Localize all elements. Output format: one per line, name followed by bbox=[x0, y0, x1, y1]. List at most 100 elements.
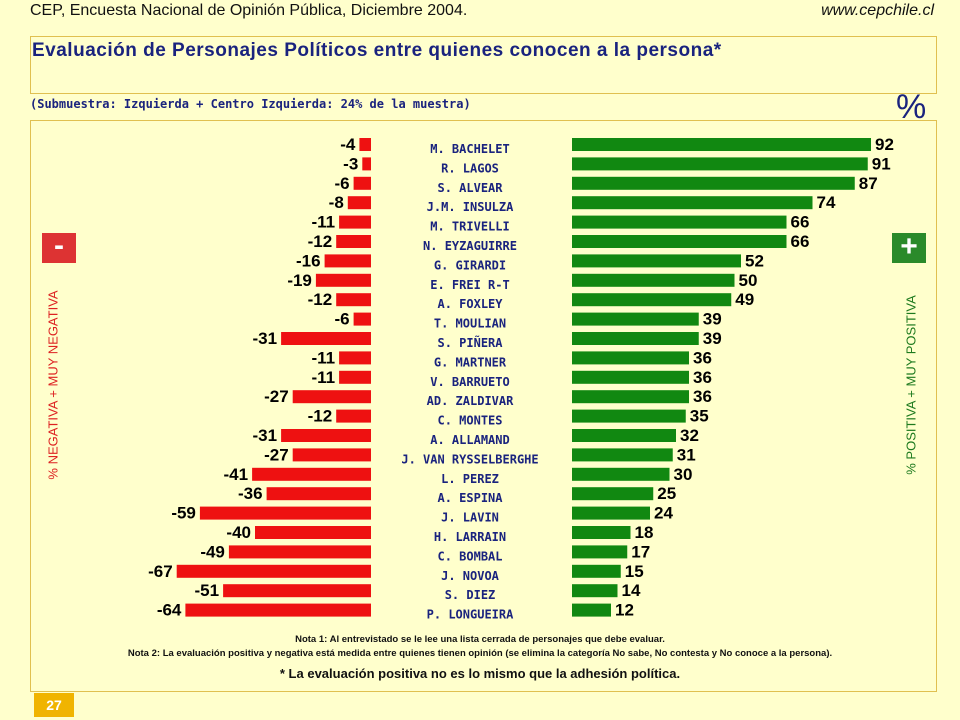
negative-value-label: -11 bbox=[311, 213, 335, 232]
header-source: CEP, Encuesta Nacional de Opinión Públic… bbox=[30, 2, 468, 19]
negative-bar bbox=[223, 584, 371, 598]
positive-bar bbox=[572, 526, 631, 539]
category-label: C. MONTES bbox=[437, 414, 502, 428]
positive-badge: + bbox=[892, 232, 926, 263]
positive-bar bbox=[572, 564, 621, 578]
title-box bbox=[30, 36, 937, 94]
category-label: C. BOMBAL bbox=[437, 549, 502, 563]
negative-value-label: -67 bbox=[148, 562, 173, 581]
positive-bar bbox=[572, 370, 689, 384]
category-label: J. LAVIN bbox=[441, 511, 499, 525]
category-label: G. MARTNER bbox=[434, 355, 507, 369]
positive-bar bbox=[572, 196, 813, 210]
positive-bar bbox=[572, 254, 741, 268]
positive-value-label: 25 bbox=[657, 484, 676, 503]
positive-value-label: 32 bbox=[680, 426, 699, 445]
negative-bar bbox=[185, 603, 371, 617]
positive-value-label: 52 bbox=[745, 251, 764, 270]
chart-panel bbox=[30, 120, 937, 692]
positive-bar bbox=[572, 487, 654, 501]
negative-bar bbox=[292, 448, 371, 462]
positive-value-label: 12 bbox=[615, 601, 634, 620]
negative-bar bbox=[336, 293, 371, 307]
category-label: A. ESPINA bbox=[437, 491, 503, 505]
category-label: M. TRIVELLI bbox=[430, 220, 509, 234]
category-label: S. PIÑERA bbox=[437, 335, 503, 350]
negative-value-label: -12 bbox=[308, 290, 333, 309]
negative-bar bbox=[324, 254, 371, 268]
footnote: * La evaluación positiva no es lo mismo … bbox=[279, 666, 681, 681]
category-label: M. BACHELET bbox=[430, 142, 509, 156]
category-label: T. MOULIAN bbox=[434, 317, 506, 331]
negative-value-label: -4 bbox=[340, 135, 356, 154]
negative-value-label: -6 bbox=[334, 174, 349, 193]
positive-bar bbox=[572, 584, 618, 598]
category-label: J. NOVOA bbox=[441, 569, 500, 583]
positive-bar bbox=[572, 506, 650, 520]
header-url[interactable]: www.cepchile.cl bbox=[821, 2, 934, 19]
category-label: P. LONGUEIRA bbox=[427, 608, 514, 622]
negative-value-label: -64 bbox=[157, 601, 182, 620]
negative-value-label: -6 bbox=[334, 310, 349, 329]
positive-value-label: 92 bbox=[875, 135, 894, 154]
category-label: V. BARRUETO bbox=[430, 375, 509, 389]
positive-bar bbox=[572, 603, 611, 617]
positive-bar bbox=[572, 409, 686, 423]
positive-bar bbox=[572, 235, 787, 248]
negative-value-label: -11 bbox=[311, 368, 335, 387]
category-label: S. ALVEAR bbox=[437, 181, 503, 195]
negative-bar bbox=[353, 176, 371, 190]
negative-value-label: -41 bbox=[224, 465, 249, 484]
positive-value-label: 39 bbox=[703, 310, 722, 329]
page-title: Evaluación de Personajes Políticos entre… bbox=[32, 40, 722, 61]
negative-bar bbox=[281, 332, 371, 345]
category-label: G. GIRARDI bbox=[434, 258, 506, 272]
negative-bar bbox=[176, 564, 371, 578]
negative-bar bbox=[199, 506, 371, 520]
category-label: AD. ZALDIVAR bbox=[427, 394, 514, 408]
note-1: Nota 1: Al entrevistado se le lee una li… bbox=[295, 634, 665, 645]
positive-value-label: 14 bbox=[622, 581, 641, 600]
negative-badge: - bbox=[42, 231, 76, 263]
positive-value-label: 39 bbox=[703, 329, 722, 348]
negative-bar bbox=[347, 196, 371, 210]
negative-bar bbox=[281, 429, 371, 442]
positive-value-label: 36 bbox=[693, 368, 712, 387]
negative-bar bbox=[339, 370, 371, 384]
negative-value-label: -49 bbox=[200, 542, 225, 561]
positive-value-label: 30 bbox=[674, 465, 693, 484]
category-label: A. ALLAMAND bbox=[430, 433, 509, 447]
category-label: S. DIEZ bbox=[445, 588, 496, 602]
positive-bar bbox=[572, 312, 699, 326]
positive-bar bbox=[572, 467, 670, 481]
positive-value-label: 36 bbox=[693, 348, 712, 367]
negative-bar bbox=[359, 138, 371, 151]
positive-value-label: 15 bbox=[625, 562, 644, 581]
negative-value-label: -31 bbox=[253, 426, 278, 445]
subtitle: (Submuestra: Izquierda + Centro Izquierd… bbox=[30, 97, 471, 111]
negative-value-label: -59 bbox=[171, 504, 196, 523]
positive-value-label: 66 bbox=[791, 232, 810, 251]
positive-bar bbox=[572, 390, 689, 404]
positive-bar bbox=[572, 138, 871, 151]
positive-bar bbox=[572, 293, 732, 307]
negative-bar bbox=[336, 235, 371, 248]
positive-value-label: 24 bbox=[654, 504, 673, 523]
negative-value-label: -8 bbox=[329, 193, 344, 212]
negative-value-label: -16 bbox=[296, 251, 321, 270]
positive-value-label: 18 bbox=[635, 523, 654, 542]
page-number: 27 bbox=[34, 693, 74, 717]
positive-bar bbox=[572, 351, 689, 365]
negative-value-label: -3 bbox=[343, 154, 358, 173]
positive-value-label: 36 bbox=[693, 387, 712, 406]
negative-value-label: -27 bbox=[264, 445, 289, 464]
positive-value-label: 74 bbox=[817, 193, 836, 212]
category-label: R. LAGOS bbox=[441, 161, 499, 175]
positive-value-label: 87 bbox=[859, 174, 878, 193]
negative-value-label: -11 bbox=[311, 348, 335, 367]
negative-value-label: -36 bbox=[238, 484, 263, 503]
negative-bar bbox=[228, 545, 371, 559]
category-label: E. FREI R-T bbox=[430, 278, 509, 292]
negative-value-label: -19 bbox=[287, 271, 312, 290]
